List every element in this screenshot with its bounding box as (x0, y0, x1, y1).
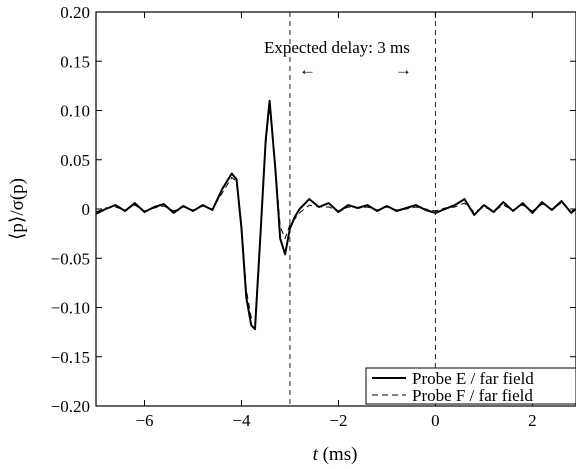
x-tick-label: −4 (232, 411, 251, 430)
y-tick-label: 0.10 (60, 102, 90, 121)
legend-box (365, 367, 576, 405)
y-axis-label: ⟨p⟩/σ(p) (7, 178, 28, 240)
axes: −6 −4 −2 0 2 0.20 0.15 0.10 0.05 0 −0.05 −0.10 −0.15… (51, 3, 576, 430)
y-tick-label: 0 (82, 200, 91, 219)
x-tick-label: 2 (528, 411, 537, 430)
y-tick-label: 0.15 (60, 52, 90, 71)
series-layer (95, 99, 576, 331)
y-tick-label: −0.05 (51, 249, 90, 268)
y-tick-label: −0.10 (51, 299, 90, 318)
annotation: Expected delay: 3 ms ← → (264, 38, 412, 79)
x-axis-label: t (ms) (313, 444, 358, 465)
x-tick-label: 0 (431, 411, 440, 430)
x-axis-label-var: t (313, 444, 319, 465)
arrow-right: → (395, 60, 412, 79)
legend-label: Probe E / far field (412, 369, 534, 388)
reference-lines (289, 12, 436, 406)
x-tick-label: −6 (135, 411, 153, 430)
series-line (95, 106, 576, 323)
x-axis-label-unit: (ms) (318, 444, 358, 465)
y-tick-label: −0.15 (51, 348, 90, 367)
arrow-left: ← (299, 60, 316, 79)
y-tick-label: 0.05 (60, 151, 90, 170)
y-tick-label: −0.20 (51, 397, 90, 416)
legend-label: Probe F / far field (412, 386, 533, 405)
delay-annotation-text: Expected delay: 3 ms (264, 38, 410, 57)
x-tick-label: −2 (329, 411, 347, 430)
y-tick-label: 0.20 (60, 3, 90, 22)
axis-labels: t (ms) ⟨p⟩/σ(p) (7, 178, 357, 465)
